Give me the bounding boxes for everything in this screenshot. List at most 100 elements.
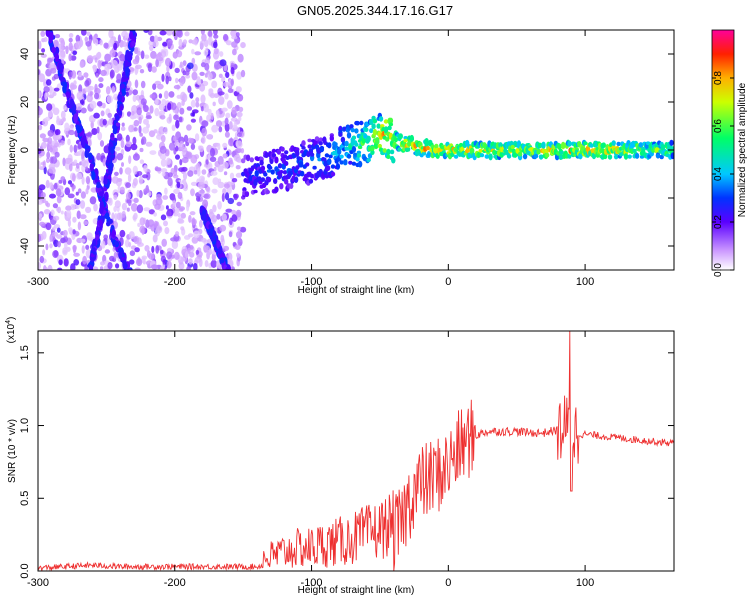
heatmap-cell — [222, 142, 228, 149]
heatmap-cell — [213, 48, 219, 55]
heatmap-cell — [133, 197, 139, 204]
heatmap-cell — [224, 123, 230, 132]
heatmap-cell — [86, 95, 92, 101]
y-tick-label: -40 — [19, 238, 31, 254]
heatmap-ridge-cell — [274, 186, 279, 193]
heatmap-cell — [75, 191, 79, 196]
heatmap-cell — [154, 98, 159, 105]
heatmap-cell — [143, 118, 149, 125]
heatmap-streak-cell — [104, 191, 109, 201]
heatmap-cell — [172, 200, 176, 207]
heatmap-cell — [65, 45, 69, 55]
heatmap-streak-cell — [77, 128, 82, 134]
heatmap-cell — [55, 188, 62, 197]
heatmap-cell — [142, 174, 149, 179]
heatmap-ridge-cell — [253, 189, 258, 194]
heatmap-ridge-cell — [353, 152, 358, 157]
heatmap-cell — [64, 187, 71, 196]
heatmap-cell — [159, 114, 166, 120]
heatmap-cell — [178, 38, 183, 48]
heatmap-cell — [233, 194, 238, 201]
heatmap-cell — [218, 73, 223, 79]
heatmap-cell — [166, 260, 172, 269]
heatmap-streak-cell — [115, 122, 121, 127]
heatmap-cell — [49, 182, 54, 190]
heatmap-cell — [39, 133, 47, 139]
heatmap-cell — [203, 49, 209, 57]
heatmap-streak-cell — [132, 275, 136, 281]
heatmap-ridge-cell — [330, 164, 336, 169]
heatmap-cell — [240, 148, 245, 154]
heatmap-cell — [67, 193, 75, 199]
heatmap-ridge-cell — [351, 135, 357, 140]
heatmap-ridge-cell — [541, 141, 546, 149]
bottom-plot-frame — [37, 330, 675, 572]
heatmap-cell — [47, 264, 53, 270]
heatmap-ridge-cell — [372, 118, 378, 124]
heatmap-cell — [136, 258, 143, 267]
heatmap-ridge-cell — [350, 128, 355, 133]
heatmap-cell — [96, 101, 103, 107]
heatmap-ridge-cell — [318, 141, 323, 146]
heatmap-cell — [41, 230, 47, 240]
heatmap-cell — [165, 205, 169, 210]
heatmap-cell — [159, 153, 167, 160]
heatmap-cell — [160, 214, 167, 221]
heatmap-ridge-cell — [325, 165, 331, 172]
heatmap-cell — [190, 118, 196, 123]
heatmap-cell — [57, 267, 63, 270]
heatmap-cell — [209, 92, 215, 99]
heatmap-cell — [229, 159, 233, 165]
heatmap-cell — [154, 167, 162, 172]
heatmap-cell — [149, 150, 157, 156]
chart-title: GN05.2025.344.17.16.G17 — [296, 3, 454, 18]
heatmap-cell — [154, 107, 160, 117]
heatmap-cell — [75, 199, 81, 206]
heatmap-cell — [136, 171, 143, 176]
heatmap-cell — [190, 112, 195, 117]
heatmap-ridge-cell — [284, 161, 289, 166]
heatmap-ridge-cell — [271, 148, 277, 153]
heatmap-ridge-cell — [536, 148, 541, 155]
heatmap-ridge-cell — [254, 170, 259, 177]
heatmap-ridge-cell — [377, 143, 382, 149]
heatmap-ridge-cell — [259, 159, 264, 166]
heatmap-cell — [116, 212, 122, 221]
heatmap-cell — [139, 147, 144, 153]
heatmap-cell — [155, 58, 159, 68]
heatmap-streak-cell — [128, 274, 132, 279]
bottom-y-scale-label: (x104) — [5, 317, 17, 344]
heatmap-cell — [237, 53, 244, 63]
bottom-axes: -300 -200 -100 0 100 0.0 0.5 1.0 1.5 — [19, 331, 674, 589]
heatmap-ridge-cell — [327, 158, 332, 165]
heatmap-cell — [162, 258, 166, 265]
heatmap-cell — [203, 103, 209, 113]
snr-series — [38, 331, 674, 571]
heatmap-cell — [218, 126, 223, 133]
heatmap-streak-cell — [228, 273, 232, 281]
heatmap-cell — [238, 106, 244, 112]
heatmap-cell — [46, 140, 52, 150]
heatmap-streak-cell — [132, 277, 136, 284]
heatmap-streak-cell — [228, 277, 232, 282]
heatmap-ridge-cell — [366, 135, 371, 143]
heatmap-cell — [167, 102, 172, 111]
heatmap-cell — [153, 129, 158, 134]
heatmap-cell — [114, 200, 121, 209]
heatmap-cell — [237, 238, 243, 247]
heatmap-ridge-cell — [293, 176, 299, 183]
heatmap-cell — [48, 109, 53, 118]
heatmap-ridge-cell — [357, 145, 363, 150]
heatmap-cell — [213, 34, 219, 39]
heatmap-ridge-cell — [478, 148, 483, 153]
heatmap-cell — [89, 91, 94, 96]
heatmap-ridge-cell — [645, 141, 651, 145]
heatmap-ridge-cell — [669, 139, 674, 146]
heatmap-cell — [133, 235, 140, 245]
heatmap-streak-cell — [117, 94, 123, 102]
heatmap-cell — [136, 204, 144, 214]
heatmap-cell — [200, 237, 207, 243]
heatmap-ridge-cell — [632, 148, 637, 153]
heatmap-streak-cell — [129, 277, 133, 283]
heatmap-cell — [209, 156, 217, 162]
